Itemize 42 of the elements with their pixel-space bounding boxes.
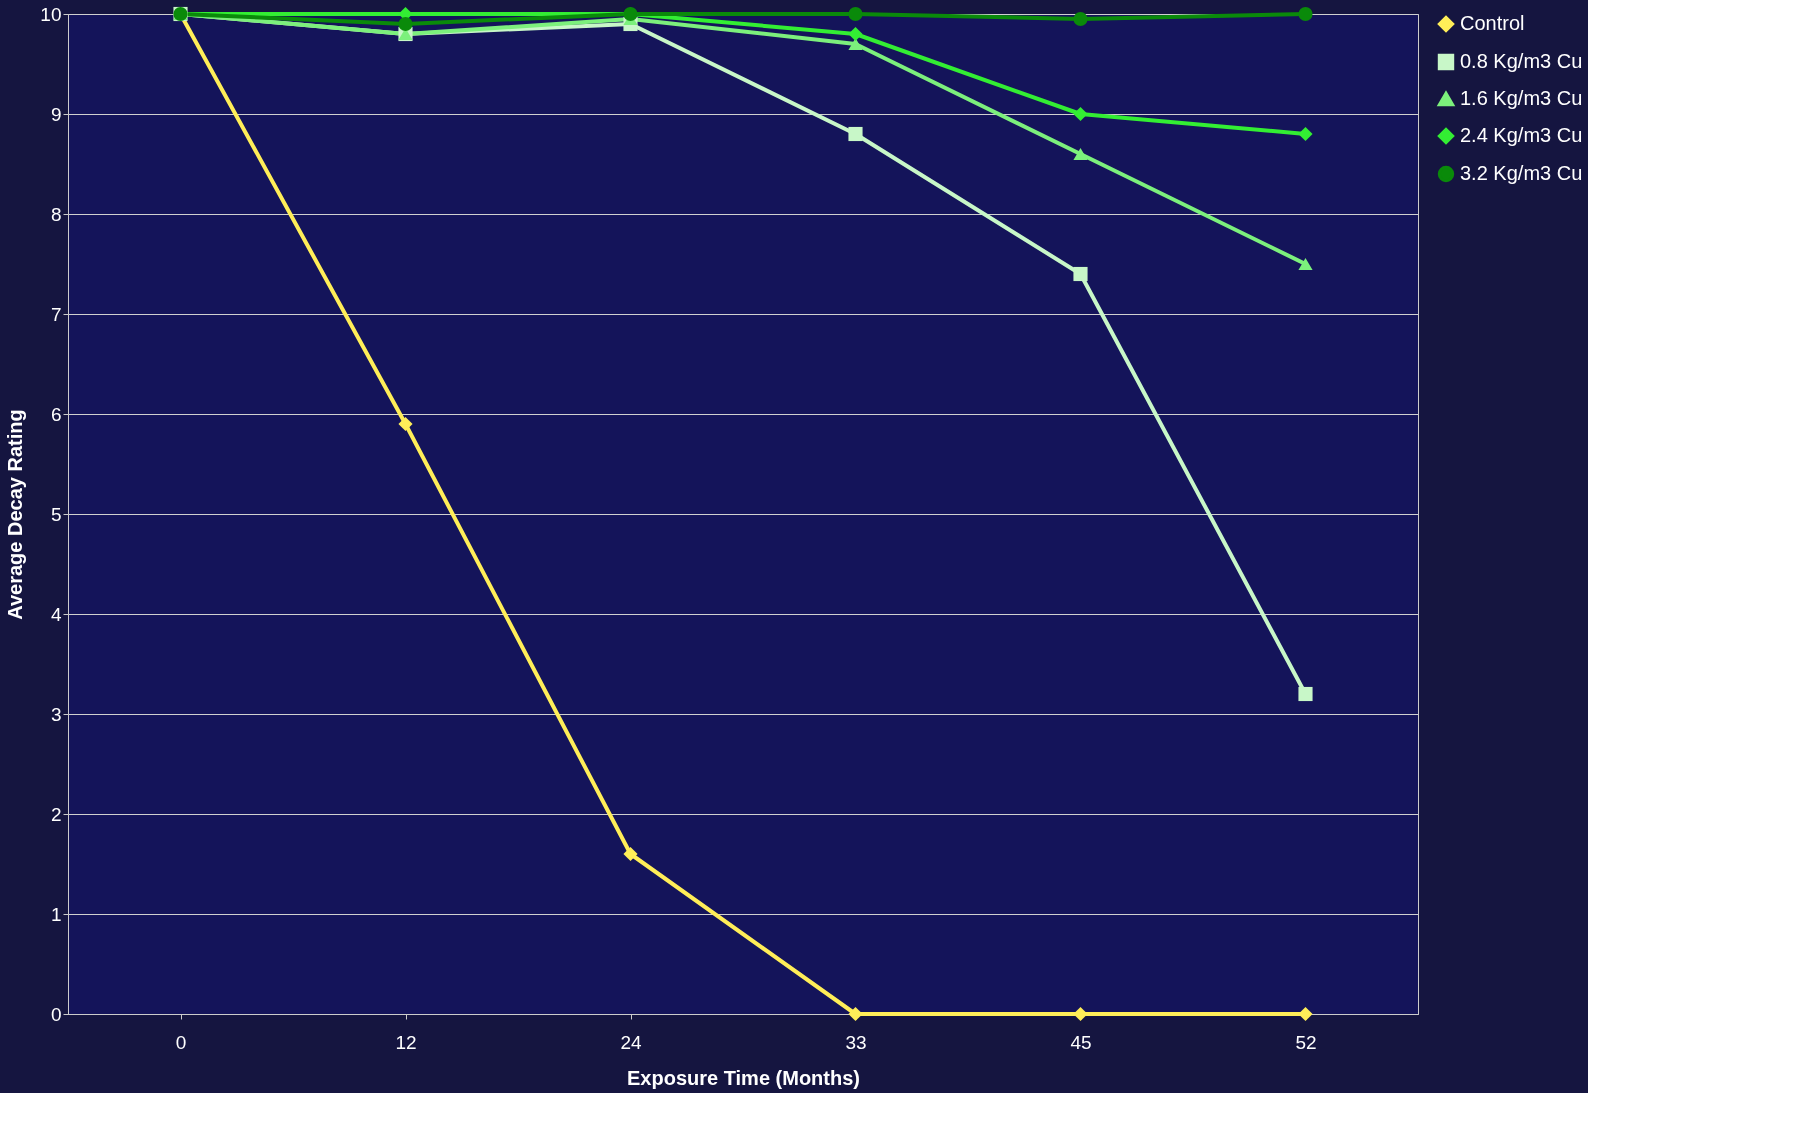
- point: [1073, 1006, 1088, 1022]
- y-tick-label: 10: [40, 3, 62, 25]
- point: [848, 26, 863, 42]
- x-tick-label: 24: [620, 1031, 642, 1053]
- point: [398, 416, 413, 432]
- legend-label: 1.6 Kg/m3 Cu: [1460, 87, 1583, 109]
- y-tick-label: 6: [50, 403, 62, 425]
- legend-label: 3.2 Kg/m3 Cu: [1460, 162, 1583, 184]
- legend-label: Control: [1460, 12, 1525, 34]
- point: [848, 1006, 863, 1022]
- point: [1298, 686, 1313, 702]
- x-tick-label: 45: [1070, 1031, 1092, 1053]
- y-tick-label: 8: [50, 203, 62, 225]
- point: [623, 846, 638, 862]
- x-tick-label: 52: [1295, 1031, 1317, 1053]
- point: [1298, 126, 1313, 142]
- y-tick-label: 7: [50, 303, 62, 325]
- y-tick-label: 0: [50, 1003, 62, 1025]
- y-tick-label: 3: [50, 703, 62, 725]
- point: [1073, 147, 1088, 161]
- y-tick-label: 4: [50, 603, 62, 625]
- point: [1073, 266, 1088, 282]
- point: [398, 16, 413, 32]
- point: [1298, 6, 1313, 22]
- y-tick-label: 9: [50, 103, 62, 125]
- legend-label: 2.4 Kg/m3 Cu: [1460, 124, 1583, 146]
- x-tick-label: 12: [395, 1031, 417, 1053]
- point: [1298, 257, 1313, 271]
- point: [848, 6, 863, 22]
- point: [1298, 1006, 1313, 1022]
- point: [1073, 11, 1088, 27]
- x-axis-title: Exposure Time (Months): [627, 1066, 860, 1089]
- y-tick-label: 5: [50, 503, 62, 525]
- y-tick-label: 1: [50, 903, 62, 925]
- point: [1073, 106, 1088, 122]
- x-tick-label: 33: [845, 1031, 867, 1053]
- y-axis-title: Average Decay Rating: [4, 409, 27, 620]
- point: [848, 37, 863, 51]
- y-tick-label: 2: [50, 803, 62, 825]
- point: [848, 126, 863, 142]
- x-tick-label: 0: [175, 1031, 187, 1053]
- legend-label: 0.8 Kg/m3 Cu: [1460, 50, 1583, 72]
